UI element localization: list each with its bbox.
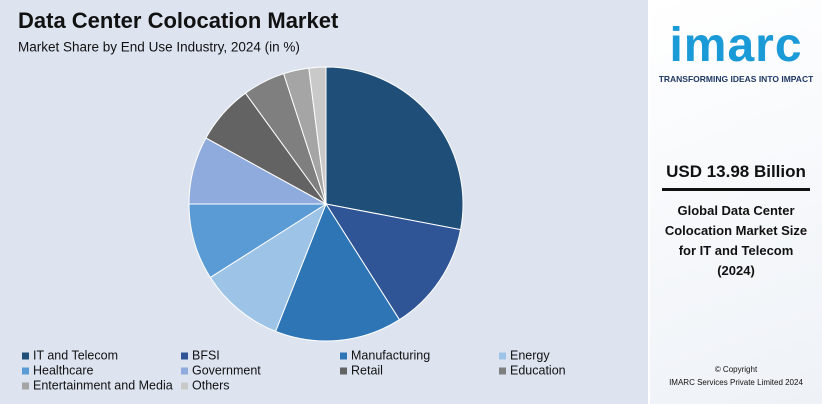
copyright: © Copyright (714, 365, 758, 374)
legend-label: Energy (510, 348, 550, 362)
company: IMARC Services Private Limited 2024 (669, 378, 803, 387)
legend-label: Manufacturing (351, 348, 430, 362)
chart-title: Data Center Colocation Market (18, 8, 339, 33)
legend-swatch (22, 352, 29, 360)
pie-slice (274, 202, 401, 342)
sidebar: imarc TRANSFORMING IDEAS INTO IMPACT USD… (650, 0, 822, 404)
logo: imarc (669, 19, 803, 72)
legend-swatch (181, 367, 188, 375)
legend-swatch (340, 352, 347, 360)
legend-swatch (181, 382, 188, 390)
pie-slice (209, 202, 328, 333)
legend-label: Entertainment and Media (33, 378, 173, 392)
legend-swatch (22, 367, 29, 375)
description: Global Data Center Colocation Market Siz… (664, 203, 808, 278)
pie-slice (325, 66, 464, 231)
legend-swatch (499, 352, 506, 360)
chart: Data Center Colocation Market Market Sha… (0, 0, 648, 404)
legend-label: BFSI (192, 348, 220, 362)
legend-label: Retail (351, 363, 383, 377)
legend-label: Healthcare (33, 363, 93, 377)
legend-swatch (181, 352, 188, 360)
legend-label: Government (192, 363, 261, 377)
legend-swatch (22, 382, 29, 390)
pie-slice (308, 66, 327, 205)
headline: USD 13.98 Billion (662, 162, 810, 191)
legend-label: Others (192, 378, 230, 392)
pie-slice (324, 203, 462, 321)
legend-swatch (499, 367, 506, 375)
chart-subtitle: Market Share by End Use Industry, 2024 (… (18, 40, 300, 55)
tagline: TRANSFORMING IDEAS INTO IMPACT (658, 74, 814, 84)
legend-label: IT and Telecom (33, 348, 118, 362)
legend-label: Education (510, 363, 566, 377)
legend-swatch (340, 367, 347, 375)
